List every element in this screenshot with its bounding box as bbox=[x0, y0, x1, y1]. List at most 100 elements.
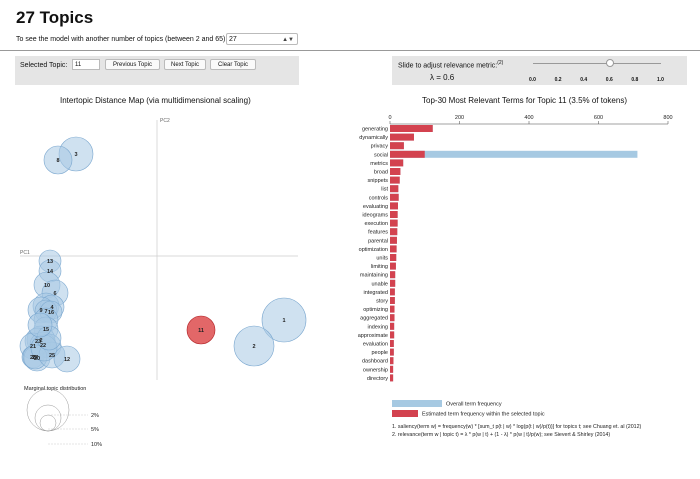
term-label[interactable]: ideograms bbox=[362, 213, 388, 219]
topic-frequency-bar[interactable] bbox=[390, 211, 398, 218]
overall-frequency-bar[interactable] bbox=[390, 150, 638, 158]
term-label[interactable]: execution bbox=[364, 221, 388, 227]
term-label[interactable]: features bbox=[368, 230, 388, 236]
topic-bubble[interactable] bbox=[27, 312, 53, 338]
term-label[interactable]: evaluating bbox=[363, 204, 388, 210]
x-tick-label: 200 bbox=[455, 115, 464, 121]
topic-frequency-bar[interactable] bbox=[390, 297, 395, 304]
topic-frequency-bar[interactable] bbox=[390, 168, 401, 175]
topic-bubble-label: 16 bbox=[48, 310, 54, 316]
topic-frequency-bar[interactable] bbox=[390, 279, 396, 287]
marginal-legend-circle bbox=[26, 388, 70, 432]
term-label[interactable]: indexing bbox=[368, 324, 389, 330]
topic-frequency-bar[interactable] bbox=[390, 159, 404, 167]
topic-bubble-label: 10 bbox=[44, 283, 50, 289]
term-label[interactable]: evaluation bbox=[363, 342, 388, 348]
topic-bubble-label: 4 bbox=[50, 305, 54, 311]
term-label[interactable]: aggregated bbox=[360, 316, 388, 322]
next-topic-button[interactable]: Next Topic bbox=[164, 59, 206, 70]
topic-bubble-label: 6 bbox=[53, 291, 56, 297]
x-tick-label: 800 bbox=[663, 115, 672, 121]
marginal-legend-label: 10% bbox=[91, 442, 102, 448]
slider-label-text: Slide to adjust relevance metric: bbox=[398, 62, 498, 70]
topic-bubble-label: 7 bbox=[44, 309, 47, 315]
topic-bubble-label: 12 bbox=[64, 357, 70, 363]
term-label[interactable]: privacy bbox=[371, 144, 389, 150]
topic-frequency-bar[interactable] bbox=[390, 314, 395, 322]
topic-frequency-bar[interactable] bbox=[390, 202, 398, 210]
term-label[interactable]: broad bbox=[374, 170, 388, 176]
topic-frequency-bar[interactable] bbox=[390, 150, 425, 158]
topic-bubble-label: 1 bbox=[282, 318, 285, 324]
selected-topic-input[interactable]: 11 bbox=[72, 59, 100, 70]
topic-bubble-label: 23 bbox=[35, 339, 41, 345]
relevance-slider-handle[interactable] bbox=[605, 59, 614, 67]
topic-frequency-bar[interactable] bbox=[390, 245, 397, 253]
topic-frequency-bar[interactable] bbox=[390, 348, 394, 356]
term-label[interactable]: ownership bbox=[363, 367, 388, 373]
topic-frequency-bar[interactable] bbox=[390, 331, 395, 339]
topic-frequency-bar[interactable] bbox=[390, 365, 394, 373]
topic-frequency-bar[interactable] bbox=[390, 142, 404, 150]
term-label[interactable]: units bbox=[376, 256, 388, 262]
term-label[interactable]: optimization bbox=[359, 247, 388, 253]
topic-frequency-bar[interactable] bbox=[390, 357, 394, 365]
lambda-readout: λ = 0.6 bbox=[430, 73, 455, 82]
clear-topic-button[interactable]: Clear Topic bbox=[210, 59, 256, 70]
topic-frequency-bar[interactable] bbox=[390, 176, 400, 184]
topic-frequency-bar[interactable] bbox=[390, 219, 398, 227]
topic-frequency-bar[interactable] bbox=[390, 125, 433, 132]
topic-frequency-bar[interactable] bbox=[390, 185, 399, 193]
term-label[interactable]: unable bbox=[371, 281, 388, 287]
topic-frequency-bar[interactable] bbox=[390, 374, 394, 382]
term-label[interactable]: list bbox=[381, 187, 388, 193]
topic-frequency-bar[interactable] bbox=[390, 288, 395, 296]
term-label[interactable]: people bbox=[371, 350, 388, 356]
topic-frequency-bar[interactable] bbox=[390, 254, 397, 261]
relevant-terms-bar-chart[interactable]: 0 200 400 600 800 generating dynamically privac… bbox=[330, 108, 700, 458]
map-title: Intertopic Distance Map (via multidimens… bbox=[60, 96, 251, 105]
term-label[interactable]: optimizing bbox=[363, 307, 388, 313]
term-label[interactable]: generating bbox=[362, 127, 388, 133]
topic-frequency-bar[interactable] bbox=[390, 133, 414, 141]
selected-topic-label: 11 bbox=[198, 328, 204, 334]
term-label[interactable]: directory bbox=[367, 376, 388, 382]
topic-frequency-bar[interactable] bbox=[390, 228, 398, 236]
topic-bubble[interactable] bbox=[261, 297, 307, 343]
term-label[interactable]: dashboard bbox=[362, 359, 388, 365]
topic-bubble-label: 25 bbox=[49, 353, 55, 359]
topic-frequency-bar[interactable] bbox=[390, 262, 396, 270]
topic-count-select[interactable]: 27 ▲▼ bbox=[226, 33, 298, 45]
topic-bubble[interactable] bbox=[233, 325, 275, 367]
topic-count-value: 27 bbox=[229, 36, 237, 43]
topic-frequency-bar[interactable] bbox=[390, 236, 397, 244]
topic-frequency-bar[interactable] bbox=[390, 305, 395, 313]
term-label[interactable]: metrics bbox=[370, 161, 388, 167]
page-title: 27 Topics bbox=[16, 8, 94, 27]
selected-topic-bubble[interactable] bbox=[186, 315, 216, 345]
term-label[interactable]: social bbox=[374, 152, 388, 158]
previous-topic-button[interactable]: Previous Topic bbox=[105, 59, 160, 70]
term-label[interactable]: story bbox=[376, 299, 388, 305]
topic-frequency-bar[interactable] bbox=[390, 340, 394, 347]
relevance-slider-track[interactable] bbox=[533, 63, 661, 64]
term-label[interactable]: limiting bbox=[371, 264, 388, 270]
term-label[interactable]: dynamically bbox=[359, 135, 388, 141]
topic-frequency-bar[interactable] bbox=[390, 271, 396, 279]
x-tick-label: 600 bbox=[594, 115, 603, 121]
term-label[interactable]: parental bbox=[368, 238, 388, 244]
term-label[interactable]: integrated bbox=[364, 290, 388, 296]
topic-bubble-label: 3 bbox=[74, 152, 77, 158]
term-label[interactable]: approximate bbox=[358, 333, 388, 339]
topic-frequency-bar[interactable] bbox=[390, 193, 399, 201]
term-label[interactable]: maintaining bbox=[360, 273, 388, 279]
term-label[interactable]: snippets bbox=[368, 178, 389, 184]
topic-bubble[interactable] bbox=[53, 345, 81, 373]
topic-bubble-label: 13 bbox=[47, 259, 53, 265]
topic-bubble[interactable] bbox=[43, 145, 73, 175]
term-label[interactable]: controls bbox=[369, 195, 389, 201]
topic-frequency-bar[interactable] bbox=[390, 322, 395, 330]
marginal-distribution-title: Marginal topic distribution bbox=[24, 386, 86, 392]
topic-bubble-label: 22 bbox=[40, 343, 46, 349]
